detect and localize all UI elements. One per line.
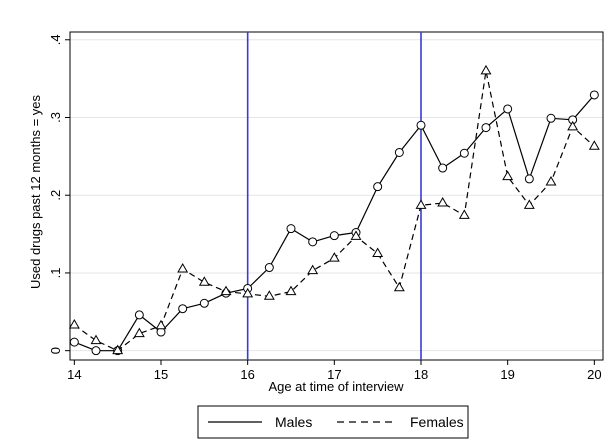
- data-point-males-10: [286, 224, 296, 234]
- y-tick-label-2: .2: [48, 190, 63, 201]
- data-point-females-13: [350, 230, 362, 240]
- data-point-males-11: [308, 237, 318, 247]
- data-point-females-1: [90, 334, 102, 345]
- data-point-females-14: [372, 247, 384, 258]
- data-point-females-22: [545, 176, 557, 186]
- data-point-females-15: [393, 281, 405, 292]
- data-point-males-3: [134, 310, 144, 320]
- data-point-males-1: [91, 346, 101, 356]
- data-point-females-16: [415, 199, 427, 209]
- data-point-females-6: [198, 276, 210, 286]
- data-point-males-14: [373, 182, 383, 192]
- series-group: [68, 64, 600, 356]
- x-tick-label-3: 17: [327, 367, 341, 382]
- data-point-males-12: [329, 231, 339, 241]
- data-point-females-0: [68, 319, 80, 329]
- y-tick-label-0: 0: [48, 347, 63, 354]
- data-point-females-12: [328, 252, 340, 262]
- data-point-males-15: [394, 147, 404, 157]
- data-point-females-17: [437, 196, 449, 207]
- legend: Males Females: [197, 405, 469, 439]
- reference-lines: [246, 32, 422, 360]
- data-point-females-20: [502, 170, 514, 181]
- data-point-females-3: [133, 327, 145, 338]
- series-males: [69, 90, 599, 356]
- data-point-females-5: [177, 263, 189, 273]
- x-tick-label-4: 18: [414, 367, 428, 382]
- data-point-females-21: [523, 199, 535, 209]
- data-point-males-19: [481, 123, 491, 133]
- plot-frame: [69, 31, 604, 361]
- data-point-females-10: [285, 285, 297, 296]
- x-tick-label-6: 20: [587, 367, 601, 382]
- data-point-females-24: [588, 140, 600, 150]
- x-tick-label-1: 15: [154, 367, 168, 382]
- series-females: [68, 64, 600, 355]
- axes: 14 15 16 17 18 19 20 0 .1 .2 .3 .4: [48, 34, 602, 382]
- data-point-males-0: [69, 337, 79, 347]
- data-point-males-6: [199, 298, 209, 308]
- x-tick-label-0: 14: [67, 367, 81, 382]
- data-point-males-18: [459, 148, 469, 158]
- data-point-males-5: [178, 304, 188, 314]
- data-point-females-11: [307, 264, 319, 275]
- y-axis-title: Used drugs past 12 months = yes: [28, 94, 43, 289]
- legend-label-females: Females: [410, 414, 464, 430]
- data-point-males-21: [524, 174, 534, 184]
- data-point-males-24: [589, 90, 599, 100]
- x-tick-label-5: 19: [500, 367, 514, 382]
- data-point-females-18: [458, 209, 470, 219]
- data-point-males-17: [438, 163, 448, 173]
- data-point-females-7: [220, 285, 232, 296]
- data-point-females-19: [480, 64, 492, 75]
- data-point-females-23: [567, 120, 579, 131]
- legend-label-males: Males: [275, 414, 312, 430]
- gridlines: [70, 39, 603, 352]
- y-tick-label-4: .4: [48, 34, 63, 45]
- x-axis-title: Age at time of interview: [268, 379, 404, 394]
- x-tick-label-2: 16: [240, 367, 254, 382]
- data-point-males-22: [546, 113, 556, 123]
- data-point-females-4: [155, 319, 167, 330]
- data-point-males-16: [416, 120, 426, 130]
- data-point-females-8: [242, 287, 254, 298]
- data-point-females-9: [263, 290, 275, 300]
- data-point-males-20: [503, 104, 513, 114]
- y-tick-label-3: .3: [48, 112, 63, 123]
- data-point-females-2: [112, 344, 124, 355]
- data-point-males-9: [264, 263, 274, 273]
- plot-area-border: [69, 31, 604, 361]
- y-tick-label-1: .1: [48, 268, 63, 279]
